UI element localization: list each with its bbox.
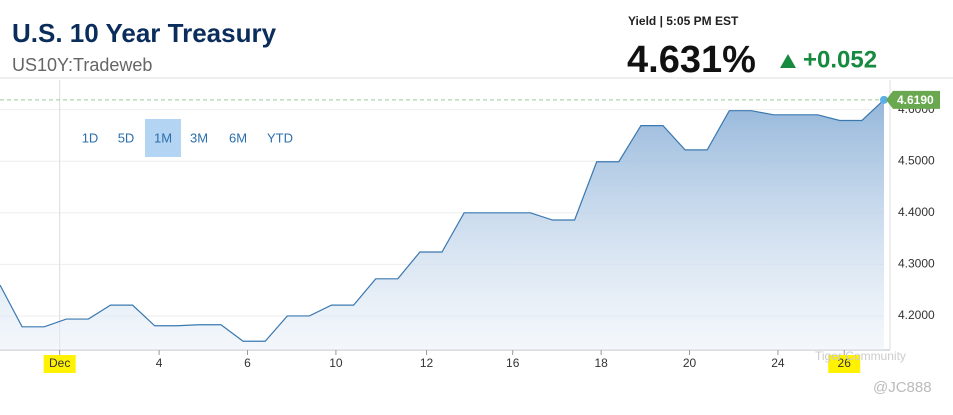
y-tick-label: 4.5000: [898, 153, 935, 167]
watermark: Tiger Community: [815, 349, 906, 363]
up-arrow: [780, 54, 796, 68]
last-point: [880, 95, 888, 104]
range-button[interactable]: 6M: [229, 130, 247, 145]
x-tick-label: 6: [244, 356, 251, 370]
range-button[interactable]: 1D: [82, 130, 99, 145]
watermark: @JC888: [873, 379, 932, 396]
x-tick-label: 4: [156, 356, 163, 370]
symbol: US10Y:Tradeweb: [12, 55, 152, 75]
range-button[interactable]: 1M: [154, 130, 172, 145]
y-tick-label: 4.2000: [898, 308, 935, 322]
line: [0, 99, 885, 342]
y-tick-label: 4.4000: [898, 205, 935, 219]
highlight: [828, 355, 861, 373]
last-value-label: 4.6190: [897, 93, 934, 107]
y-tick-label: 4.3000: [898, 257, 935, 271]
x-tick-label: Dec: [49, 356, 70, 370]
x-tick-label: 20: [683, 356, 697, 370]
range-active: [145, 119, 181, 157]
last-value-tag: [886, 90, 940, 109]
x-tick-label: 12: [420, 356, 434, 370]
x-tick-label: 10: [329, 356, 343, 370]
area: [0, 99, 884, 350]
range-buttons: 1D 5D 1M 3M 6M YTD: [82, 119, 293, 157]
yield-label: Yield | 5:05 PM EST: [628, 14, 739, 28]
range-button[interactable]: 5D: [118, 130, 135, 145]
x-tick-label: 16: [506, 356, 520, 370]
highlight: [43, 355, 76, 373]
x-tick-label: 18: [594, 356, 608, 370]
price: 4.631%: [627, 39, 756, 81]
plot: 4.20004.30004.40004.50004.6000Dec4610121…: [0, 80, 940, 373]
x-tick-label: 26: [838, 356, 852, 370]
x-tick-label: 24: [771, 356, 785, 370]
range-button[interactable]: 3M: [190, 130, 208, 145]
change: +0.052: [803, 46, 877, 73]
title: U.S. 10 Year Treasury: [12, 18, 277, 48]
range-button[interactable]: YTD: [267, 130, 293, 145]
